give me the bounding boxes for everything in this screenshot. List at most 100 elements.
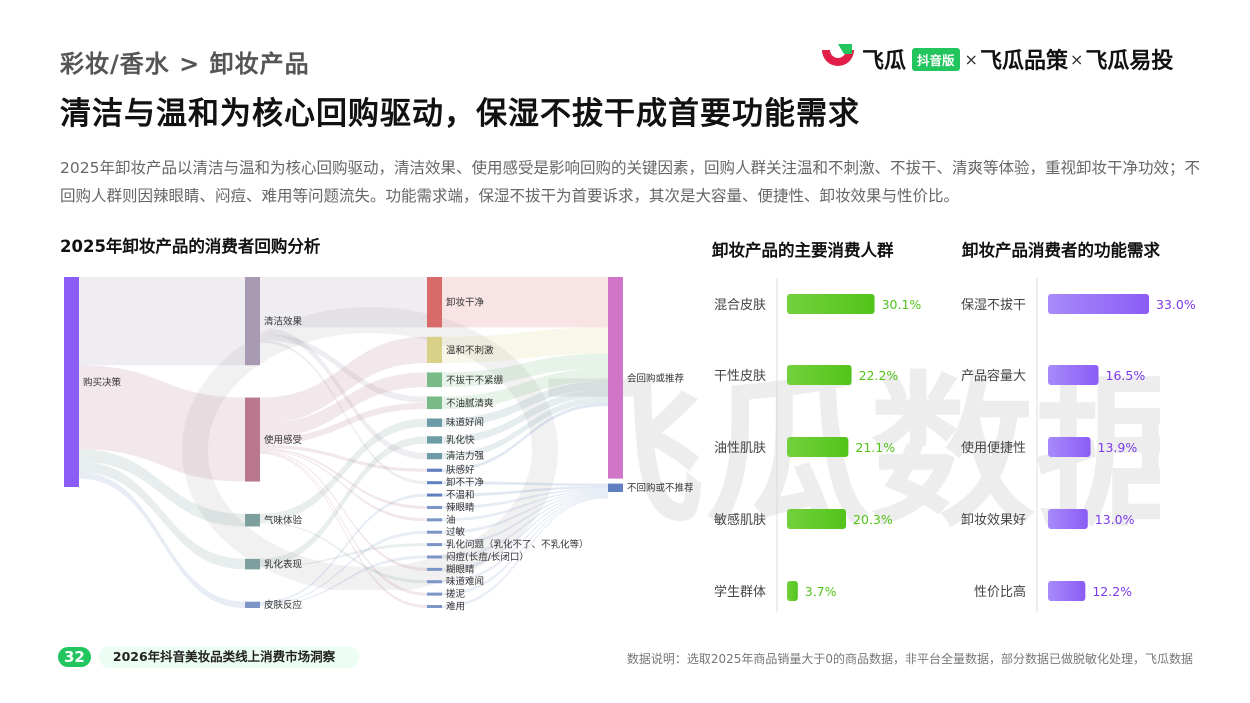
sankey-link-e4b9b3e58c96e5bfab-e4bc9ae59b9ee8b4ade68896e68ea8e88d90 [442,389,608,444]
sankey-node-label-0-0: 购买决策 [83,377,122,389]
sankey-link-e6b2b9-e4b88de59b9ee8b4ade68896e4b88de68ea8e88d [442,489,608,522]
sankey-node-1-0 [245,277,260,366]
sankey-node-2-0 [427,277,442,328]
product-2-name: 飞瓜品策 [979,49,1068,74]
sankey-node-2-8 [427,481,442,485]
sankey-node-1-1 [245,397,260,482]
sankey-node-label-2-12: 过敏 [446,526,466,538]
sankey-link-e58db8e4b88de5b9b2e58780-e4b88de59b9ee8b4ade68896e4b88de68ea8e88d [442,481,608,487]
sankey-link-e8b4ade4b9b0e586b3e7ad96-e6b885e6b481e69588e69e9c [79,277,245,366]
sankey-link-e882a4e6849fe5a5bd-e4bc9ae59b9ee8b4ade68896e68ea8e88d90 [442,403,608,472]
sankey-node-3-1 [608,483,623,492]
sankey-node-label-2-14: 闷痘(长痘/长闭口） [446,551,529,563]
sankey-node-label-1-4: 皮肤反应 [264,599,303,611]
sankey-node-2-14 [427,555,442,559]
sankey-link-e4b9b3e58c96e8a1a8e78eb0-e4b9b3e58c96e997aee9a298efbc88e4b9b3e58c [260,543,427,568]
sankey-link-e4bdbfe794a8e6849fe58f97-e8bea3e79cbce79d9b [260,447,427,509]
sankey-node-label-2-4: 味道好闻 [446,417,484,429]
sankey-node-label-1-3: 乳化表现 [264,559,303,571]
sankey-links [79,277,608,608]
footer-badge: 32 2026年抖音美妆品类线上消费市场洞察 [58,646,360,668]
sankey-link-e4bdbfe794a8e6849fe58f97-e99abee794a8 [260,452,427,608]
separator-1: × [964,49,978,69]
sankey-node-1-3 [245,558,260,570]
sankey-node-label-2-10: 辣眼睛 [446,501,475,513]
sankey-link-e6b885e6b481e69588e69e9c-e58db8e5a686e5b9b2e58780 [260,277,427,328]
sankey-node-2-6 [427,452,442,460]
sankey-node-1-2 [245,513,260,527]
sankey-node-label-2-15: 糊眼睛 [446,563,475,575]
sankey-link-e4bdbfe794a8e6849fe58f97-e4b88de6b2b9e885bbe6b885e788bd [260,402,427,445]
sankey-node-label-1-2: 气味体验 [264,515,303,527]
sankey-link-e58db8e5a686e5b9b2e58780-e4bc9ae59b9ee8b4ade68896e68ea8e88d90 [442,277,608,328]
sankey-link-e4b9b3e58c96e8a1a8e78eb0-e4b9b3e58c96e5bfab [260,436,427,567]
sankey-node-label-2-7: 肤感好 [446,464,475,476]
sankey-title: 2025年卸妆产品的消费者回购分析 [60,237,321,256]
sankey-node-2-13 [427,543,442,547]
separator-2: × [1069,49,1084,69]
sankey-link-e591b3e98193e99abee997bb-e4b88de59b9ee8b4ade68896e4b88de68ea8e88d [442,495,608,584]
sankey-node-0-0 [64,277,79,487]
sankey-link-e6b885e6b481e69588e69e9c-e58db8e4b88de5b9b2e58780 [260,340,427,485]
sankey-link-e7b38ae79cbce79d9b-e4b88de59b9ee8b4ade68896e4b88de68ea8e88d [442,494,608,571]
data-note: 数据说明：选取2025年商品销量大于0的商品数据，非平台全量数据，部分数据已做脱… [626,652,1193,666]
sankey-link-e997b7e79798(e995bfe797982fe995bfe997ade-e4b88de59b9ee8b4ade68896e4b88de68ea8e88d [442,493,608,559]
sankey-node-label-2-11: 油 [446,514,456,526]
sankey-node-2-1 [427,336,442,364]
sankey-link-e4b88de68b94e5b9b2e4b88de7b4a7e7bbb7-e4bc9ae59b9ee8b4ade68896e68ea8e88d90 [442,353,608,388]
sankey-node-2-7 [427,468,442,472]
sankey-node-label-2-5: 乳化快 [446,434,475,446]
sankey-link-e4bdbfe794a8e6849fe58f97-e6b2b9 [260,449,427,522]
sankey-link-e8bf87e6958f-e4b88de59b9ee8b4ade68896e4b88de68ea8e88d [442,490,608,534]
sankey-link-e6b885e6b481e58a9be5bcba-e4bc9ae59b9ee8b4ade68896e68ea8e88d90 [442,396,608,460]
sankey-node-label-2-2: 不拔干不紧绷 [446,374,503,386]
sankey-node-2-12 [427,530,442,534]
sankey-link-e4bdbfe794a8e6849fe58f97-e7b38ae79cbce79d9b [260,450,427,571]
report-title: 2026年抖音美妆品类线上消费市场洞察 [98,646,360,668]
sankey-link-e4bdbfe794a8e6849fe58f97-e6b8a9e5928ce4b88de588bae6bf80 [260,336,427,424]
sankey-link-e4bdbfe794a8e6849fe58f97-e882a4e6849fe5a5bd [260,444,427,472]
sankey-node-2-18 [427,605,442,608]
function-demand-title: 卸妆产品消费者的功能需求 [962,241,1160,260]
page-title: 清洁与温和为核心回购驱动，保湿不拔干成首要功能需求 [60,96,860,132]
sankey-node-label-2-13: 乳化问题（乳化不了、不乳化等） [446,539,589,551]
sankey-node-2-16 [427,580,442,584]
sankey-node-label-1-1: 使用感受 [264,434,302,446]
breadcrumb: 彩妆/香水 > 卸妆产品 [60,50,310,78]
sankey-node-2-15 [427,567,442,571]
sankey-node-label-2-8: 卸不干净 [446,477,485,489]
sankey-link-e6b8a9e5928ce4b88de588bae6bf80-e4bc9ae59b9ee8b4ade68896e68ea8e88d90 [442,327,608,364]
sankey-node-label-2-1: 温和不刺激 [446,344,494,356]
sankey-node-label-2-0: 卸妆干净 [446,297,485,309]
page-number: 32 [58,647,91,667]
sankey-node-label-3-1: 不回购或不推荐 [627,482,694,494]
sankey-node-2-4 [427,418,442,427]
sankey-node-2-9 [427,493,442,497]
sankey-link-e79aaee882a4e58f8de5ba94-e4b88de6b8a9e5928c [260,493,427,604]
feigua-logo-icon [822,44,854,66]
sankey-link-e6b885e6b481e69588e69e9c-e4b88de6b2b9e885bbe6b885e788bd [260,333,427,403]
sankey-link-e99abee794a8-e4b88de59b9ee8b4ade68896e4b88de68ea8e88d [442,497,608,608]
sankey-link-e4b88de6b2b9e885bbe6b885e788bd-e4bc9ae59b9ee8b4ade68896e68ea8e88d90 [442,368,608,410]
sankey-link-e8b4ade4b9b0e586b3e7ad96-e6b094e591b3e4bd93e9aa8c [79,449,245,527]
sankey-node-label-2-16: 味道难闻 [446,576,484,588]
sankey-node-label-2-6: 清洁力强 [446,450,485,462]
sankey-node-2-10 [427,505,442,509]
sankey-link-e4b88de6b8a9e5928c-e4b88de59b9ee8b4ade68896e4b88de68ea8e88d [442,486,608,497]
consumer-group-title: 卸妆产品的主要消费人群 [712,241,894,260]
sankey-node-2-3 [427,396,442,410]
sankey-node-2-11 [427,518,442,522]
sankey-link-e4bdbfe794a8e6849fe58f97-e69093e6b3a5 [260,451,427,596]
function-value-label: 33.0% [1156,297,1196,312]
sankey-node-label-1-0: 清洁效果 [264,316,303,328]
sankey-node-label-2-9: 不温和 [446,490,475,501]
brand-logo: 飞瓜 抖音版 × 飞瓜品策 × 飞瓜易投 [818,42,1173,76]
sankey-node-label-3-0: 会回购或推荐 [627,372,685,384]
summary-text: 2025年卸妆产品以清洁与温和为核心回购驱动，清洁效果、使用感受是影响回购的关键… [60,159,1200,205]
sankey-link-e8b4ade4b9b0e586b3e7ad96-e79aaee882a4e58f8de5ba94 [79,472,245,608]
sankey-link-e591b3e98193e5a5bde997bb-e4bc9ae59b9ee8b4ade68896e68ea8e88d90 [442,380,608,427]
sankey-link-e79aaee882a4e58f8de5ba94-e8bf87e6958f [260,530,427,605]
sankey-node-label-2-18: 难用 [446,602,465,613]
sankey-link-e69093e6b3a5-e4b88de59b9ee8b4ade68896e4b88de68ea8e88d [442,496,608,596]
